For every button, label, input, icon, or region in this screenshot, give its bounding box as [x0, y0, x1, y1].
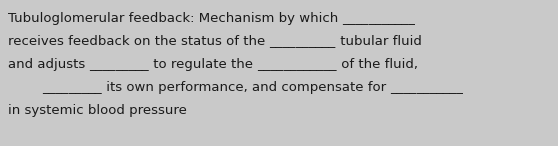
Text: its own performance, and compensate for: its own performance, and compensate for — [102, 81, 390, 94]
Text: ___________: ___________ — [390, 81, 463, 94]
Text: and adjusts: and adjusts — [8, 58, 89, 71]
Text: tubular fluid: tubular fluid — [336, 35, 422, 48]
Text: receives feedback on the status of the: receives feedback on the status of the — [8, 35, 270, 48]
Text: Tubuloglomerular feedback: Mechanism by which: Tubuloglomerular feedback: Mechanism by … — [8, 12, 343, 25]
Text: _________: _________ — [42, 81, 102, 94]
Text: to regulate the: to regulate the — [149, 58, 257, 71]
Text: in systemic blood pressure: in systemic blood pressure — [8, 104, 187, 117]
Text: of the fluid,: of the fluid, — [337, 58, 418, 71]
Text: __________: __________ — [270, 35, 336, 48]
Text: _________: _________ — [89, 58, 149, 71]
Text: ____________: ____________ — [257, 58, 337, 71]
Text: ___________: ___________ — [343, 12, 415, 25]
